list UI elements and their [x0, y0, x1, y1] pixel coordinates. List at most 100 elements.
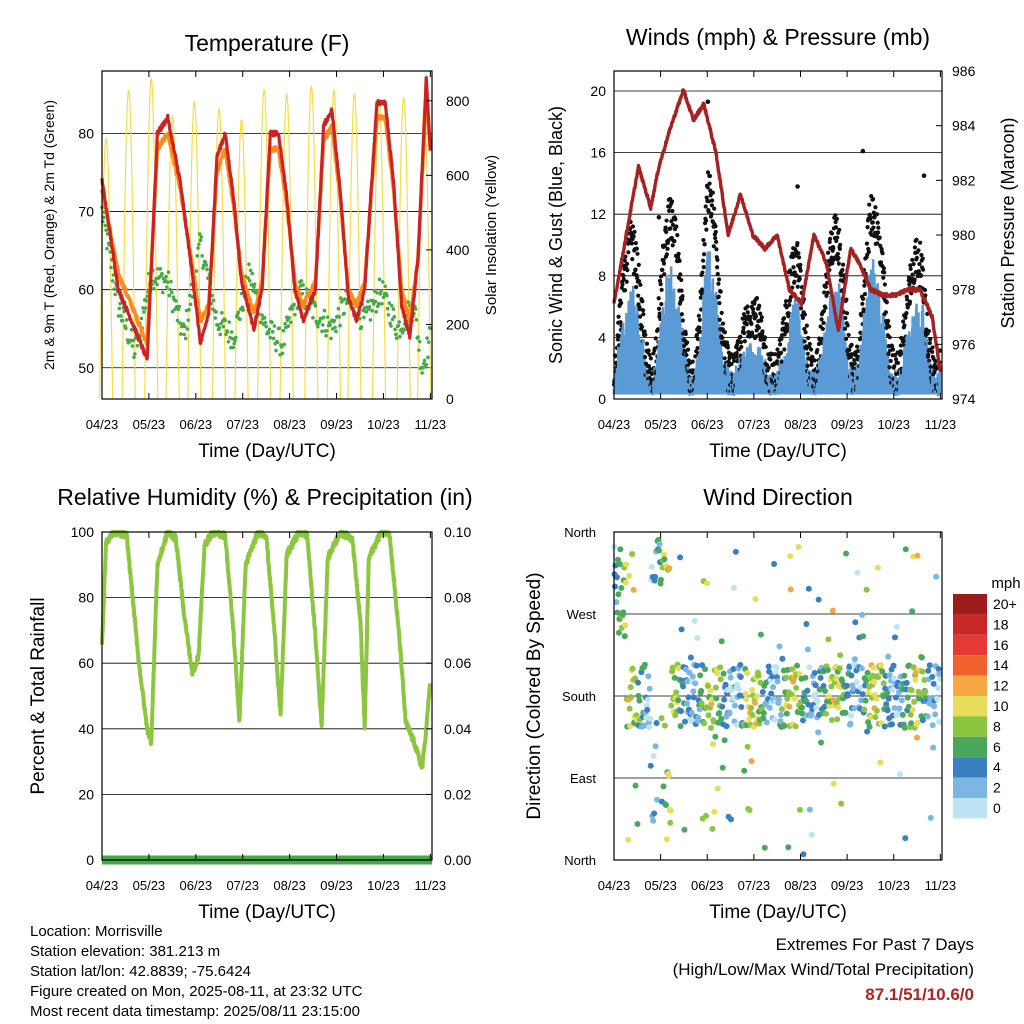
y-tick-label-right: 980 [952, 227, 976, 243]
dewpoint-point [398, 334, 402, 339]
gust-point [754, 334, 759, 339]
dewpoint-point [311, 316, 315, 320]
gust-point [802, 312, 808, 317]
direction-point [698, 700, 705, 707]
direction-point [794, 662, 801, 669]
direction-point [709, 741, 716, 748]
direction-point [891, 634, 898, 641]
direction-point [668, 702, 675, 709]
gust-point [809, 347, 814, 352]
dewpoint-point [183, 336, 188, 341]
gust-point [638, 282, 643, 287]
gust-point [768, 357, 773, 362]
direction-point [839, 677, 846, 684]
gust-point [734, 351, 739, 356]
gust-point [866, 249, 871, 255]
gust-point [739, 344, 744, 350]
direction-point [759, 689, 766, 696]
pressure-line [612, 88, 943, 373]
gust-point [705, 185, 710, 190]
direction-point [720, 670, 727, 677]
gust-point [675, 233, 680, 238]
direction-point [866, 723, 873, 730]
direction-point [665, 772, 672, 779]
gust-point [646, 348, 651, 353]
dewpoint-point [279, 345, 284, 349]
gust-point [657, 278, 663, 284]
direction-point [632, 782, 639, 789]
y-tick-label-right: 400 [446, 242, 470, 258]
dewpoint-point [301, 283, 305, 287]
direction-point [770, 684, 777, 691]
dewpoint-point [325, 329, 329, 333]
direction-point [865, 719, 872, 726]
direction-point [737, 661, 744, 668]
gust-point [875, 241, 880, 246]
dewpoint-point [381, 295, 386, 299]
dewpoint-point [370, 308, 374, 313]
direction-point [647, 715, 654, 722]
gust-point [704, 227, 709, 232]
gust-point [834, 238, 839, 244]
gust-point [882, 270, 887, 275]
direction-point [663, 836, 670, 843]
dewpoint-point [135, 343, 140, 348]
gust-point [674, 224, 679, 229]
direction-point [830, 780, 837, 787]
dewpoint-point [250, 271, 255, 276]
gust-point [802, 339, 807, 344]
gust-peak-point [921, 173, 927, 179]
direction-point [704, 580, 711, 587]
dewpoint-point [144, 298, 149, 303]
dewpoint-point [275, 340, 280, 345]
gust-point [858, 330, 863, 335]
gust-point [838, 242, 843, 247]
legend-label: 14 [993, 657, 1009, 673]
direction-point [812, 682, 819, 689]
direction-point [636, 697, 643, 704]
y-tick-label: 8 [598, 268, 606, 284]
gust-point [703, 218, 709, 223]
extremes-values: 87.1/51/10.6/0 [865, 985, 974, 1004]
gust-point [661, 261, 667, 266]
direction-point [892, 694, 899, 701]
gust-point [750, 333, 755, 338]
gust-point [637, 307, 642, 312]
gust-point [759, 315, 764, 320]
direction-point [635, 692, 642, 699]
gust-point [798, 262, 803, 267]
gust-point [700, 270, 705, 275]
gust-point [632, 229, 637, 234]
dewpoint-point [390, 317, 395, 322]
gust-point [720, 335, 725, 341]
direction-point [678, 626, 685, 633]
dewpoint-point [109, 265, 113, 270]
gust-point [642, 355, 648, 360]
gust-peak-point [860, 148, 866, 154]
direction-point [646, 724, 653, 731]
gust-point [822, 290, 827, 295]
dewpoint-point [205, 267, 209, 272]
direction-point [657, 576, 664, 583]
x-tick-label: 09/23 [320, 878, 353, 893]
temperature-ylabel-right: Solar Insolation (Yellow) [483, 155, 500, 315]
gust-point [881, 275, 886, 280]
direction-point [646, 685, 653, 692]
temperature-title: Temperature (F) [185, 30, 350, 56]
gust-point [830, 261, 835, 266]
dewpoint-point [104, 228, 108, 233]
gust-point [840, 267, 845, 273]
gust-point [892, 364, 897, 369]
dewpoint-point [119, 314, 123, 318]
dewpoint-point [232, 341, 236, 346]
direction-point [870, 664, 877, 671]
solar-curve [257, 89, 272, 400]
direction-point [687, 654, 694, 661]
direction-point [896, 771, 903, 778]
direction-point [889, 686, 896, 693]
x-tick-label: 07/23 [738, 878, 771, 893]
direction-point [653, 719, 660, 726]
direction-point [845, 692, 852, 699]
gust-point [783, 299, 789, 304]
direction-point [641, 661, 648, 668]
